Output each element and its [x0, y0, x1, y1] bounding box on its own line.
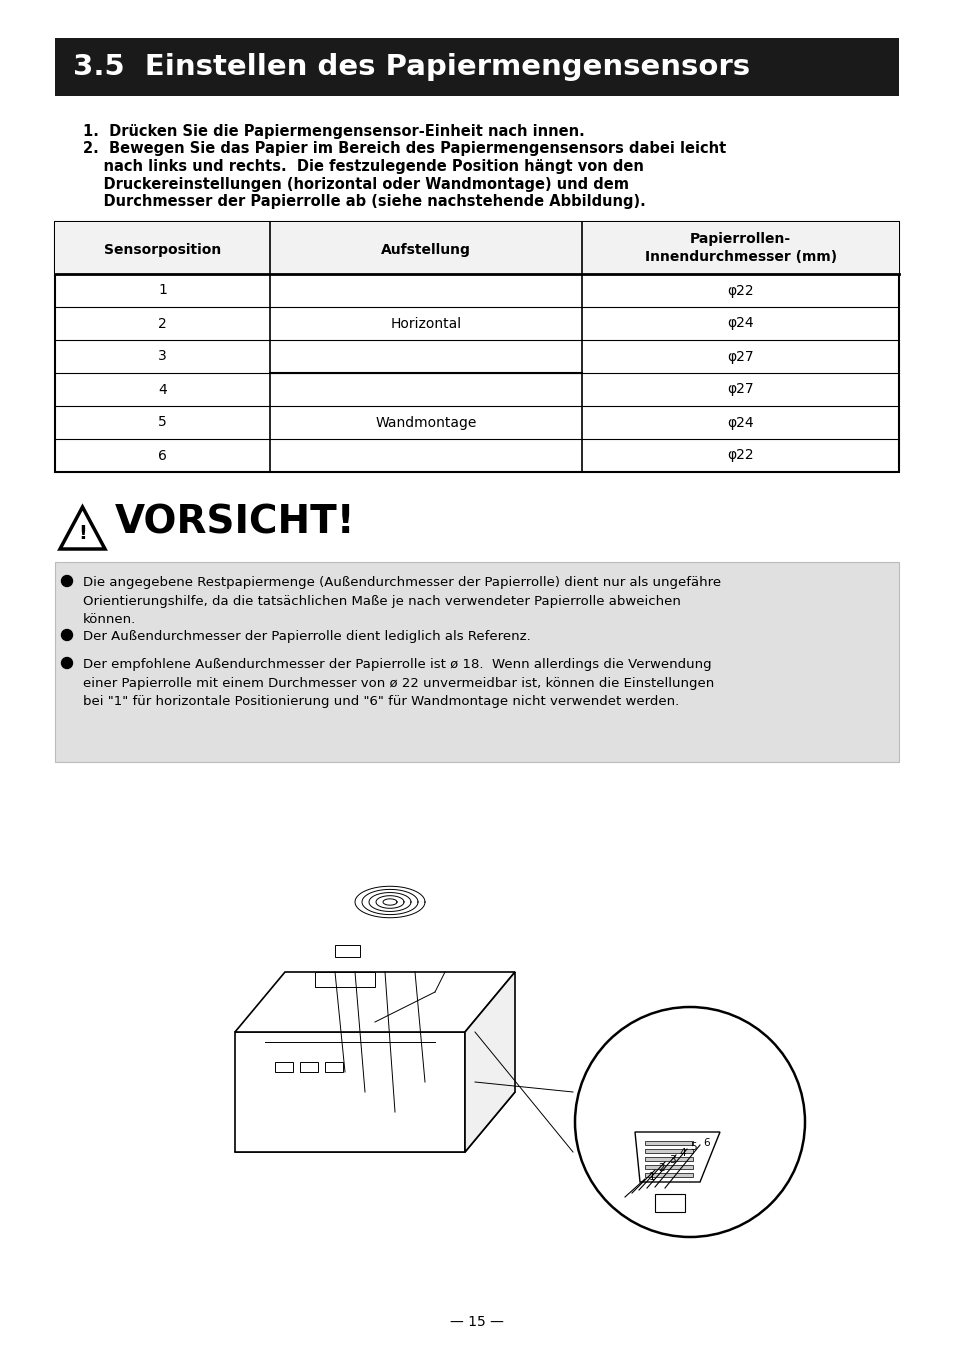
Bar [314, 972, 375, 987]
Bar [644, 1165, 692, 1169]
Bar [55, 222, 898, 472]
Text: 3: 3 [668, 1155, 675, 1165]
FancyBboxPatch shape [55, 38, 898, 96]
Text: Die angegebene Restpapiermenge (Außendurchmesser der Papierrolle) dient nur als : Die angegebene Restpapiermenge (Außendur… [83, 576, 720, 626]
Text: Der Außendurchmesser der Papierrolle dient lediglich als Referenz.: Der Außendurchmesser der Papierrolle die… [83, 630, 530, 644]
Text: 6: 6 [703, 1138, 710, 1148]
Bar [274, 1063, 293, 1072]
Bar [655, 1194, 684, 1211]
Bar [644, 1157, 692, 1161]
Text: 1: 1 [648, 1172, 655, 1182]
Text: 6: 6 [158, 449, 167, 462]
Text: 1.  Drücken Sie die Papiermengensensor-Einheit nach innen.: 1. Drücken Sie die Papiermengensensor-Ei… [83, 124, 584, 139]
Text: Aufstellung: Aufstellung [381, 243, 471, 257]
Text: — 15 —: — 15 — [450, 1315, 503, 1329]
Text: 3: 3 [158, 350, 167, 364]
Text: 3.5  Einstellen des Papiermengensensors: 3.5 Einstellen des Papiermengensensors [73, 53, 749, 81]
Text: Wandmontage: Wandmontage [375, 415, 476, 430]
Text: φ24: φ24 [727, 415, 753, 430]
Bar [644, 1141, 692, 1145]
Bar [644, 1149, 692, 1153]
Text: 5: 5 [690, 1142, 697, 1152]
Text: φ27: φ27 [727, 383, 753, 396]
Circle shape [61, 657, 72, 668]
Circle shape [61, 576, 72, 587]
Text: Druckereinstellungen (horizontal oder Wandmontage) und dem: Druckereinstellungen (horizontal oder Wa… [83, 177, 628, 192]
Bar [55, 222, 898, 274]
Polygon shape [234, 1032, 464, 1152]
Polygon shape [464, 972, 515, 1152]
Text: !: ! [78, 523, 87, 542]
Bar [299, 1063, 317, 1072]
Text: Durchmesser der Papierrolle ab (siehe nachstehende Abbildung).: Durchmesser der Papierrolle ab (siehe na… [83, 193, 645, 210]
Text: 1: 1 [158, 284, 167, 297]
Polygon shape [60, 507, 105, 549]
Text: φ24: φ24 [727, 316, 753, 330]
Text: φ22: φ22 [727, 284, 753, 297]
Text: φ22: φ22 [727, 449, 753, 462]
Bar [325, 1063, 343, 1072]
Text: Der empfohlene Außendurchmesser der Papierrolle ist ø 18.  Wenn allerdings die V: Der empfohlene Außendurchmesser der Papi… [83, 658, 714, 708]
Text: φ27: φ27 [727, 350, 753, 364]
Text: 2: 2 [158, 316, 167, 330]
Text: nach links und rechts.  Die festzulegende Position hängt von den: nach links und rechts. Die festzulegende… [83, 160, 643, 174]
Text: 2: 2 [658, 1163, 664, 1174]
Text: Horizontal: Horizontal [391, 316, 461, 330]
Bar [644, 1174, 692, 1178]
Circle shape [61, 630, 72, 641]
Text: 5: 5 [158, 415, 167, 430]
Text: 4: 4 [158, 383, 167, 396]
Polygon shape [234, 1092, 515, 1152]
Text: 2.  Bewegen Sie das Papier im Bereich des Papiermengensensors dabei leicht: 2. Bewegen Sie das Papier im Bereich des… [83, 142, 725, 157]
Circle shape [575, 1007, 804, 1237]
Polygon shape [635, 1132, 720, 1182]
Bar [335, 945, 359, 957]
Polygon shape [234, 972, 515, 1032]
Text: Sensorposition: Sensorposition [104, 243, 221, 257]
Text: 4: 4 [679, 1148, 685, 1159]
FancyBboxPatch shape [55, 562, 898, 763]
Text: Papierrollen-
Innendurchmesser (mm): Papierrollen- Innendurchmesser (mm) [644, 231, 836, 264]
Text: VORSICHT!: VORSICHT! [115, 504, 355, 542]
